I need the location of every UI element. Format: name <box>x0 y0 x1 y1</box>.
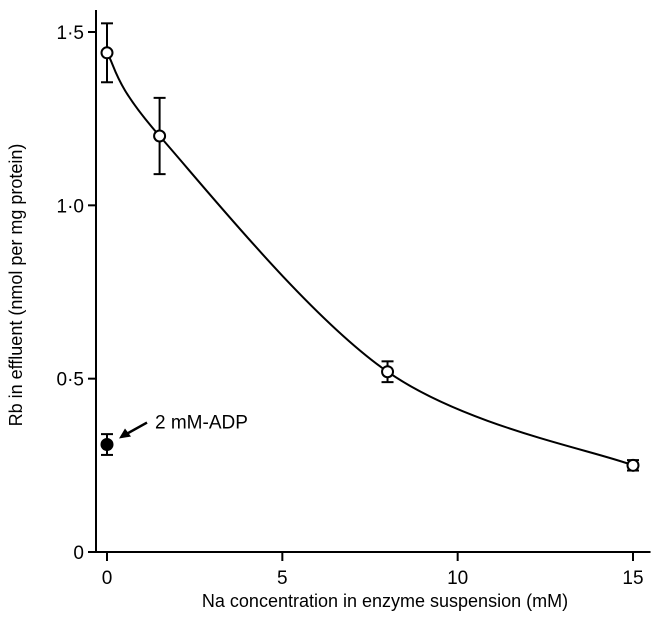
data-point-open <box>100 46 114 60</box>
annotation-arrow-head <box>119 428 131 439</box>
x-tick-label: 15 <box>622 568 643 589</box>
data-point-open <box>153 129 167 143</box>
y-tick-label: 0·5 <box>57 370 84 391</box>
fit-curve <box>106 52 634 467</box>
x-tick-label: 10 <box>447 568 468 589</box>
axes: 0 0·5 1·0 1·5 0 5 10 15 <box>57 10 651 589</box>
data-marks <box>100 22 640 472</box>
x-tick-label: 0 <box>102 568 113 589</box>
data-point-filled <box>100 438 114 452</box>
annotation-layer: 2 mM-ADP <box>119 413 248 439</box>
y-tick-label: 0 <box>73 543 84 564</box>
y-tick-label: 1·5 <box>57 23 84 44</box>
annotation-label: 2 mM-ADP <box>155 413 248 434</box>
data-point-open <box>381 365 395 379</box>
y-axis-label: Rb in effluent (nmol per mg protein) <box>6 144 26 427</box>
fit-curve-layer <box>106 52 634 467</box>
x-tick-label: 5 <box>277 568 288 589</box>
data-point-open <box>626 458 640 472</box>
x-axis-label: Na concentration in enzyme suspension (m… <box>202 591 568 611</box>
y-tick-label: 1·0 <box>57 196 84 217</box>
